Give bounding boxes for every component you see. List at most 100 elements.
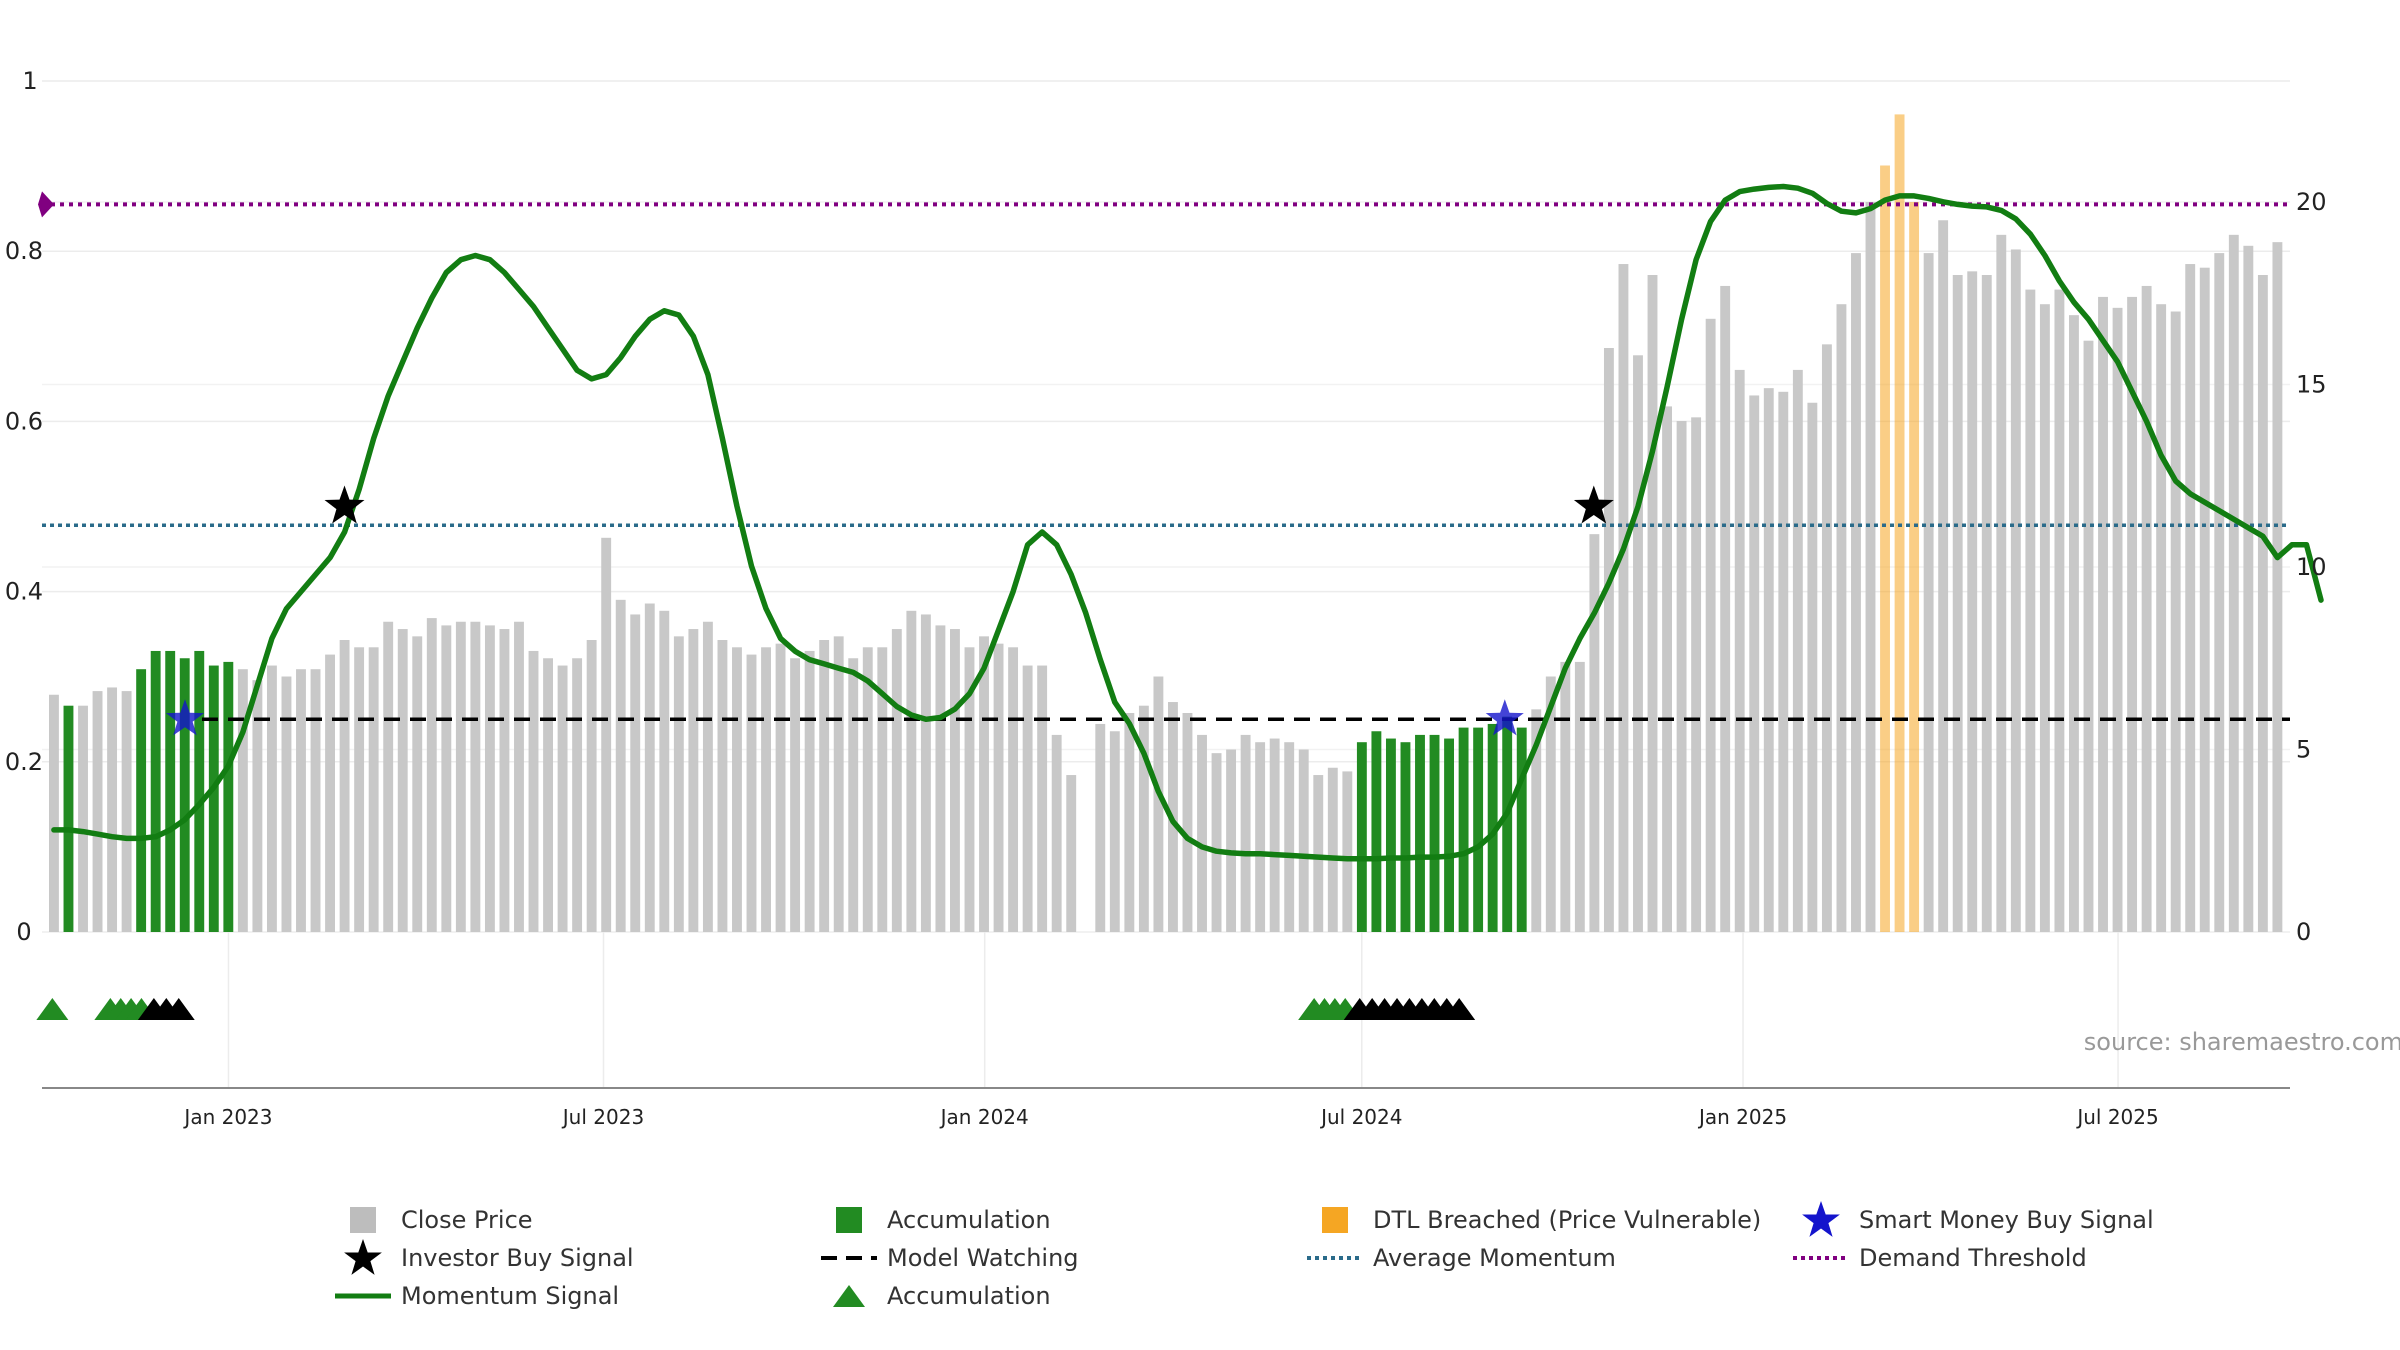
close-price-bar — [1560, 661, 1571, 932]
close-price-bar — [1574, 661, 1585, 932]
close-price-bar — [993, 643, 1004, 932]
close-price-bar — [237, 669, 248, 932]
close-price-bar — [1255, 742, 1266, 932]
close-price-bar — [412, 636, 423, 932]
close-price-bar — [557, 665, 568, 932]
left-axis-tick-label: 0.6 — [5, 407, 43, 435]
close-price-bar — [470, 621, 481, 932]
close-price-bar — [1066, 775, 1077, 932]
close-price-bar — [586, 640, 597, 932]
legend-item: Average Momentum — [1297, 1240, 1616, 1276]
close-price-bar — [281, 676, 292, 932]
close-price-bar — [1109, 731, 1120, 932]
close-price-bar — [761, 647, 771, 932]
close-price-bar — [1298, 749, 1309, 932]
close-price-bar — [644, 603, 655, 932]
accumulation-marker — [1443, 998, 1476, 1020]
close-price-bar — [2069, 315, 2079, 932]
right-axis-tick-label: 0 — [2296, 918, 2311, 946]
legend-item: Investor Buy Signal — [325, 1239, 634, 1276]
close-price-bar — [1996, 234, 2007, 933]
close-price-bar — [441, 625, 452, 932]
close-price-bar — [630, 614, 641, 932]
close-price-bar — [1836, 304, 1847, 932]
legend-item: Demand Threshold — [1783, 1240, 2087, 1276]
right-axis-tick-label: 20 — [2296, 188, 2327, 216]
close-price-bar — [296, 669, 306, 932]
close-price-bar — [2039, 304, 2050, 932]
legend-label: Demand Threshold — [1859, 1244, 2087, 1272]
close-price-bar — [2214, 253, 2225, 933]
left-axis-tick-label: 0.2 — [5, 748, 43, 776]
close-price-bar — [1603, 348, 1614, 932]
close-price-bar — [659, 610, 670, 932]
close-price-bar — [1851, 253, 1861, 933]
accumulation-bar — [1415, 734, 1425, 932]
close-price-bar — [2185, 264, 2196, 932]
close-price-bar — [2257, 275, 2268, 932]
x-axis-tick-label: Jul 2024 — [1319, 1105, 1402, 1129]
close-price-bar — [1342, 771, 1353, 932]
close-price-bar — [979, 636, 989, 932]
close-price-bar — [1938, 220, 1949, 932]
legend-dash-icon — [811, 1240, 887, 1276]
right-axis-tick-label: 10 — [2296, 553, 2327, 581]
close-price-bar — [2112, 307, 2123, 933]
close-price-bar — [1676, 421, 1687, 932]
close-price-bar — [1313, 775, 1324, 932]
investor-buy-signal — [324, 485, 365, 524]
close-price-bar — [499, 629, 510, 932]
reference-lines — [38, 191, 2290, 721]
close-price-bar — [1327, 767, 1338, 932]
close-price-bar — [1022, 665, 1033, 932]
accumulation-bar — [63, 705, 74, 932]
legend-square-icon — [1297, 1202, 1373, 1238]
close-price-bar — [1778, 391, 1789, 932]
close-price-bar — [572, 658, 583, 932]
legend-dotted-line-icon — [1297, 1240, 1373, 1276]
legend-square-icon — [811, 1202, 887, 1238]
source-text: source: sharemaestro.com — [2084, 1028, 2400, 1056]
close-price-bar — [673, 636, 684, 932]
close-price-bar — [1545, 676, 1556, 932]
close-price-bar — [1226, 749, 1237, 932]
legend-star-icon — [1783, 1201, 1859, 1238]
close-price-bar — [1138, 705, 1149, 932]
close-price-bar — [804, 650, 815, 932]
accumulation-bar — [223, 661, 234, 932]
close-price-bar — [1720, 285, 1731, 932]
close-price-bar — [1952, 275, 1963, 932]
momentum-signal — [51, 183, 2324, 862]
close-price-bar — [1691, 417, 1702, 933]
close-price-bar — [1633, 355, 1643, 932]
accumulation-bar — [136, 669, 147, 932]
investor-buy-signal — [1573, 485, 1614, 524]
close-price-bar — [1821, 344, 1832, 933]
legend-item: Close Price — [325, 1202, 533, 1238]
x-axis-tick-label: Jul 2023 — [561, 1105, 644, 1129]
close-price-bar — [2010, 249, 2021, 932]
close-price-bar — [964, 647, 975, 932]
close-price-bar — [266, 665, 277, 932]
legend-label: Momentum Signal — [401, 1282, 620, 1310]
close-price-bar — [1967, 271, 1978, 933]
legend-label: Close Price — [401, 1206, 533, 1234]
close-price-bar — [78, 705, 88, 932]
accumulation-bar — [150, 650, 161, 932]
close-price-bar — [1618, 264, 1629, 932]
x-axis-tick-label: Jan 2025 — [1697, 1105, 1787, 1129]
close-price-bar — [2127, 296, 2138, 932]
legend-item: Accumulation — [811, 1202, 1051, 1238]
left-axis-tick-label: 1 — [22, 67, 37, 95]
bars — [49, 114, 2283, 933]
accumulation-bar — [165, 650, 176, 932]
accumulation-bar — [179, 658, 190, 932]
legend-dotted-line-icon — [1783, 1240, 1859, 1276]
left-axis-tick-label: 0.4 — [5, 578, 43, 606]
close-price-bar — [702, 621, 713, 932]
accumulation-bar — [1458, 727, 1469, 932]
close-price-bar — [790, 658, 801, 932]
close-price-bar — [1124, 713, 1135, 932]
